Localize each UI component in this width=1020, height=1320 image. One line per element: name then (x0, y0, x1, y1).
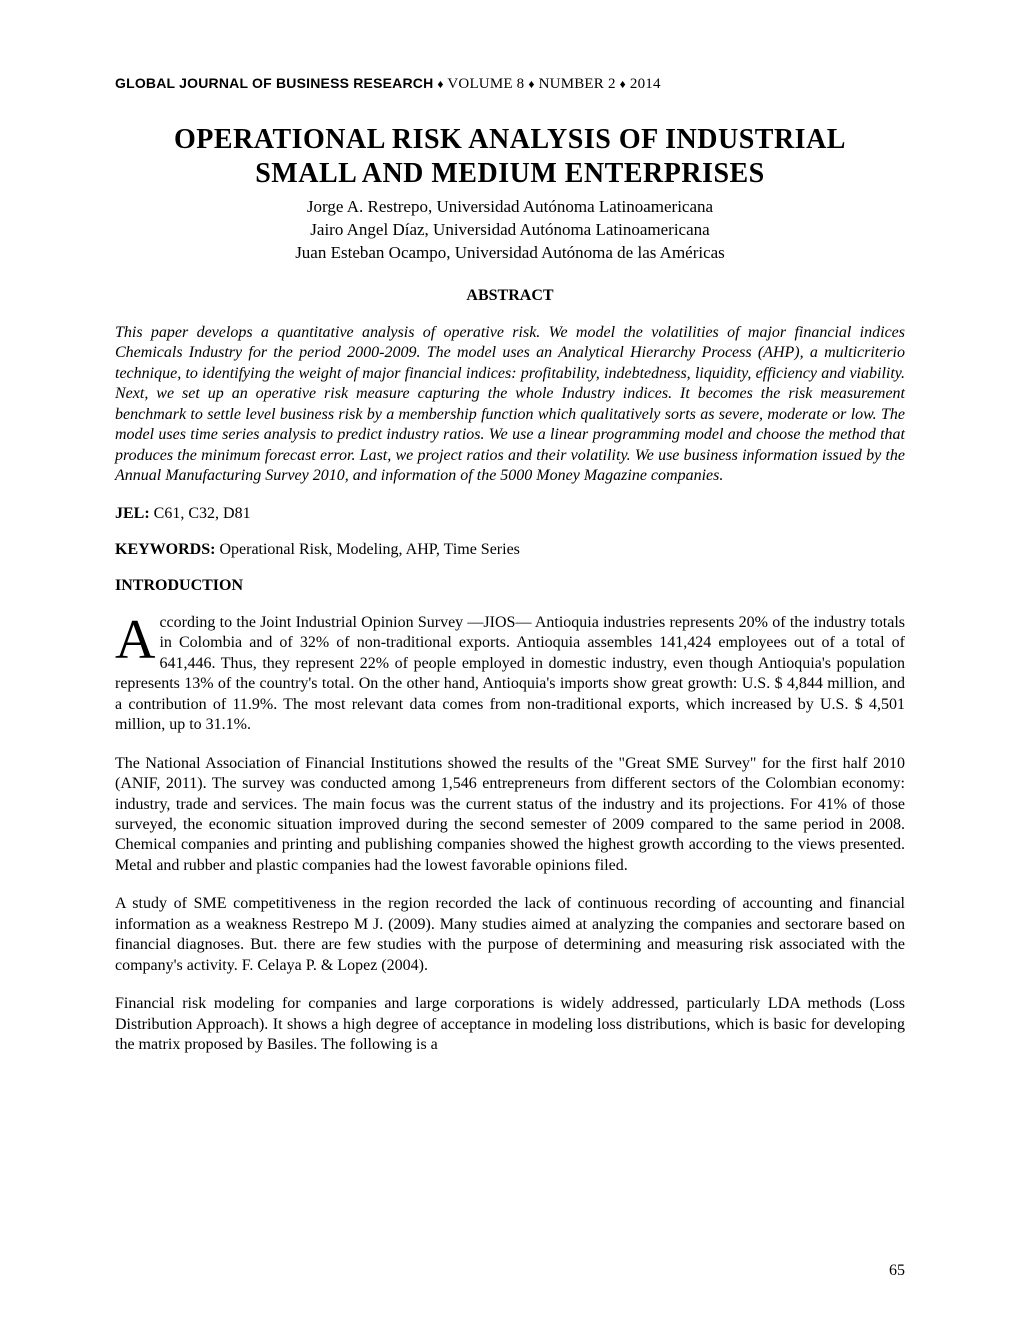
dropcap-letter: A (115, 613, 159, 665)
intro-para-4: Financial risk modeling for companies an… (115, 994, 905, 1055)
separator: ♦ (528, 77, 534, 91)
jel-label: JEL: (115, 505, 150, 522)
intro-para-3: A study of SME competitiveness in the re… (115, 894, 905, 976)
number-label: NUMBER 2 (539, 76, 616, 92)
intro-para-2: The National Association of Financial In… (115, 754, 905, 877)
intro-para-1: According to the Joint Industrial Opinio… (115, 613, 905, 736)
introduction-heading: INTRODUCTION (115, 577, 905, 595)
separator: ♦ (620, 77, 626, 91)
journal-name: GLOBAL JOURNAL OF BUSINESS RESEARCH (115, 75, 433, 91)
title-line-2: SMALL AND MEDIUM ENTERPRISES (115, 157, 905, 191)
abstract-text: This paper develops a quantitative analy… (115, 323, 905, 487)
jel-codes: C61, C32, D81 (154, 505, 251, 522)
year: 2014 (630, 76, 661, 92)
intro-para-1-text: ccording to the Joint Industrial Opinion… (115, 614, 905, 733)
keywords-text: Operational Risk, Modeling, AHP, Time Se… (219, 541, 519, 558)
keywords-label: KEYWORDS: (115, 541, 215, 558)
page-number: 65 (889, 1262, 905, 1280)
author-1: Jorge A. Restrepo, Universidad Autónoma … (115, 196, 905, 219)
journal-header: GLOBAL JOURNAL OF BUSINESS RESEARCH ♦ VO… (115, 75, 905, 93)
author-2: Jairo Angel Díaz, Universidad Autónoma L… (115, 219, 905, 242)
jel-line: JEL: C61, C32, D81 (115, 505, 905, 523)
title-line-1: OPERATIONAL RISK ANALYSIS OF INDUSTRIAL (115, 123, 905, 157)
separator: ♦ (437, 77, 443, 91)
volume-label: VOLUME 8 (447, 76, 524, 92)
keywords-line: KEYWORDS: Operational Risk, Modeling, AH… (115, 541, 905, 559)
paper-title: OPERATIONAL RISK ANALYSIS OF INDUSTRIAL … (115, 123, 905, 190)
abstract-heading: ABSTRACT (115, 287, 905, 305)
authors-block: Jorge A. Restrepo, Universidad Autónoma … (115, 196, 905, 265)
author-3: Juan Esteban Ocampo, Universidad Autónom… (115, 242, 905, 265)
